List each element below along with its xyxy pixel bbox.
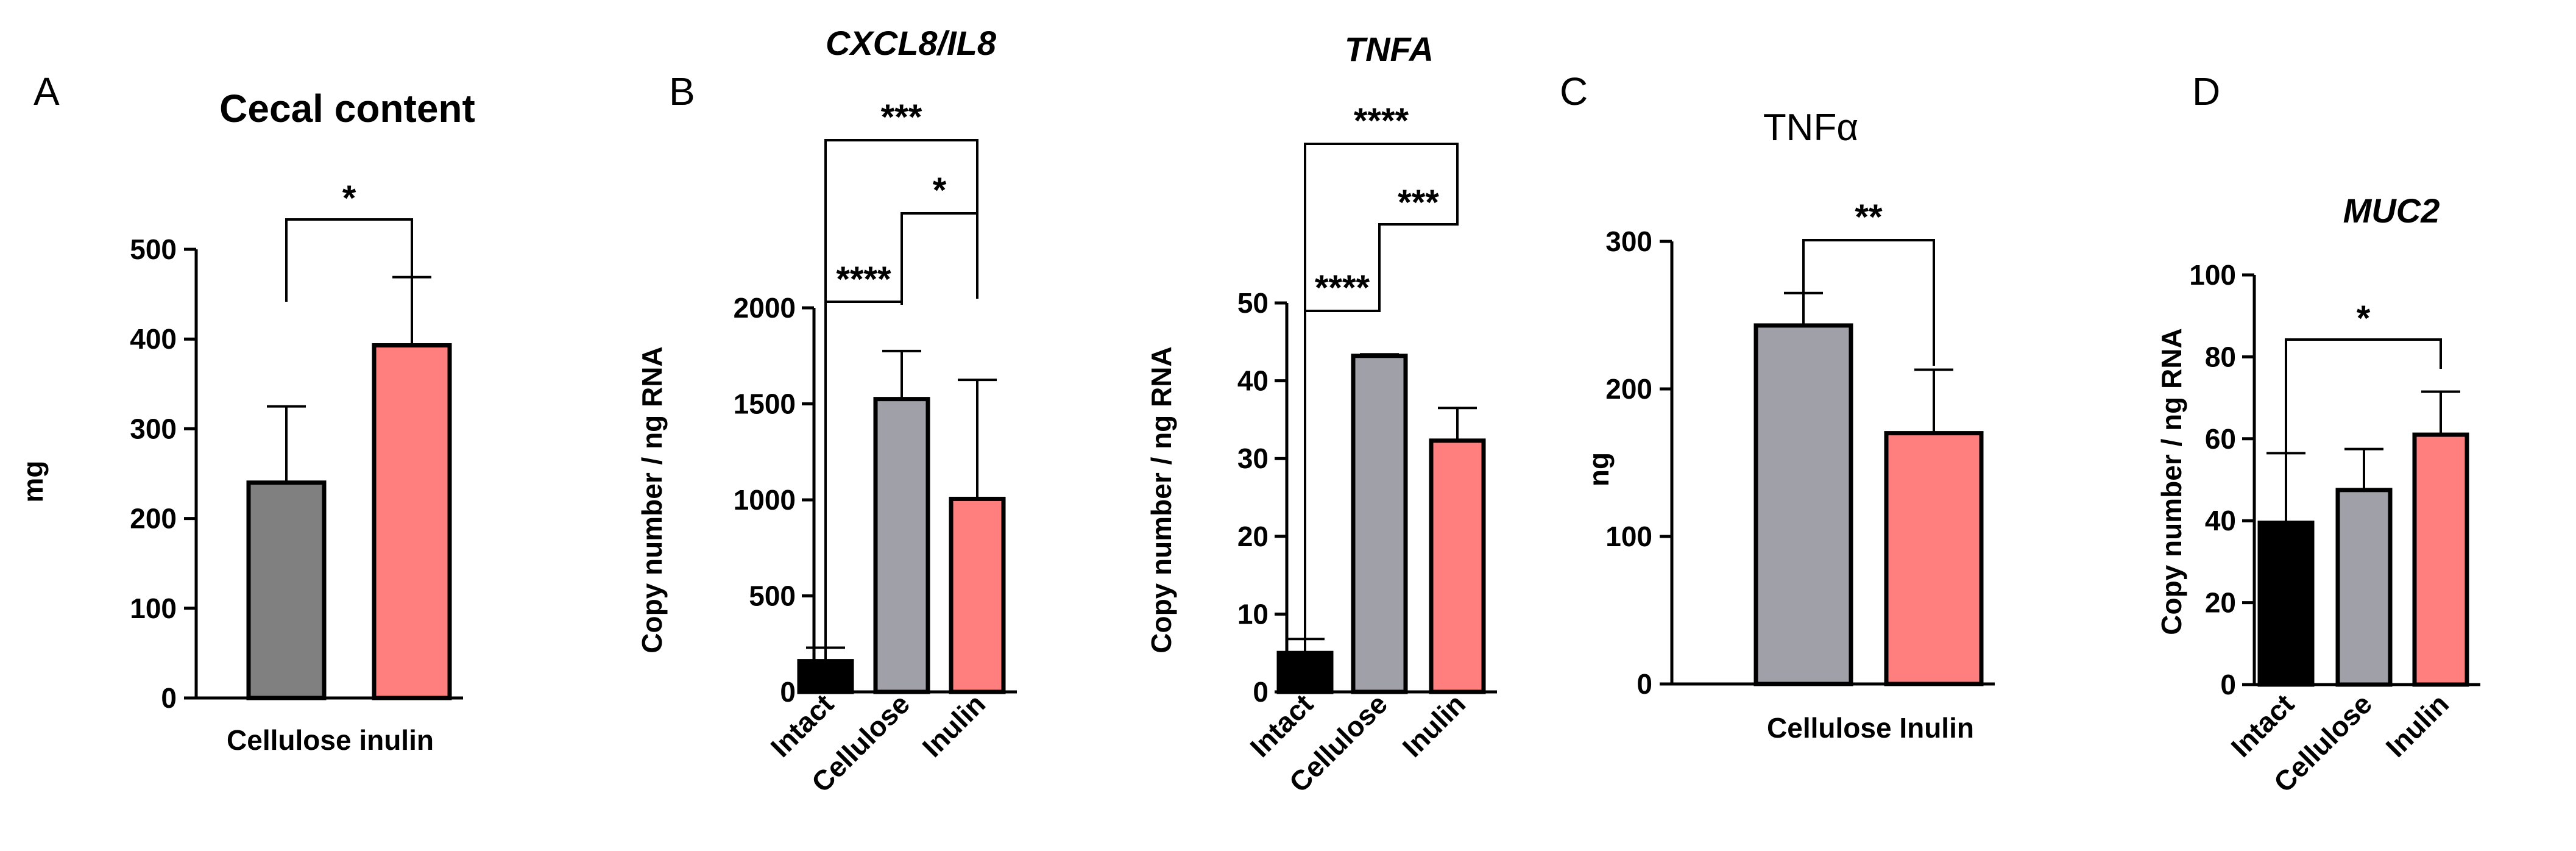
chart-title: TNFA: [1345, 30, 1434, 68]
significance-bracket: [901, 212, 978, 305]
significance-bracket: [2285, 338, 2442, 625]
bar: [246, 480, 327, 700]
panel-letter: D: [2192, 69, 2220, 113]
y-tick-label: 0: [780, 676, 796, 708]
x-category-label: Inulin: [2380, 688, 2455, 763]
bar: [1429, 438, 1486, 694]
y-tick-label: 40: [1237, 365, 1269, 397]
panel-letter: B: [669, 69, 695, 113]
y-tick-label: 80: [2205, 341, 2236, 372]
y-tick-label: 1000: [734, 484, 796, 516]
y-axis-label: ng: [1583, 452, 1615, 486]
significance-bracket: [1378, 171, 1459, 311]
significance-bracket: [1304, 308, 1381, 668]
significance-stars: ****: [836, 260, 891, 299]
panel-letter: A: [34, 69, 60, 113]
significance-stars: ***: [881, 98, 922, 137]
bar: [797, 659, 854, 694]
bar: [1351, 354, 1408, 694]
bar: [1753, 323, 1853, 686]
panel-a-cecal-content: A Cecal content 0 100 200 300 400 500 mg Cellulos…: [17, 69, 475, 756]
bar: [372, 343, 452, 700]
y-axis-label: Copy number / ng RNA: [1145, 346, 1177, 653]
y-tick-label: 0: [161, 682, 177, 714]
y-tick-label: 40: [2205, 505, 2236, 536]
bar: [873, 397, 930, 694]
y-tick-label: 500: [130, 233, 177, 265]
bar: [949, 496, 1006, 694]
panel-b-cxcl8: B CXCL8/IL8 0 500 1000 1500 2000 Copy number / …: [636, 24, 1017, 799]
y-axis-label: mg: [17, 461, 49, 503]
panel-d-muc2: D MUC2 0 20 40 60 80 100 Copy number / ng RNA Int…: [2156, 69, 2480, 799]
chart-title: TNFα: [1763, 107, 1858, 149]
y-tick-label: 20: [1237, 521, 1269, 552]
y-tick-label: 200: [1605, 373, 1652, 405]
y-tick-label: 10: [1237, 598, 1269, 630]
y-tick-label: 100: [2189, 259, 2236, 291]
significance-bracket: [285, 218, 413, 302]
significance-stars: *: [933, 171, 947, 210]
x-category-label: Cellulose inulin: [227, 724, 434, 756]
significance-stars: ****: [1354, 101, 1409, 141]
y-tick-label: 2000: [734, 292, 796, 324]
panel-c-tnf-alpha: C TNFα 0 100 200 300 ng Cellulose Inulin **: [1560, 69, 1995, 744]
y-tick-label: 30: [1237, 443, 1269, 474]
x-category-label: Cellulose Inulin: [1767, 712, 1974, 744]
y-tick-label: 500: [749, 580, 796, 612]
significance-stars: ****: [1315, 268, 1370, 308]
y-tick-label: 300: [1605, 226, 1652, 257]
significance-stars: ***: [1398, 183, 1439, 223]
bar: [2335, 488, 2393, 687]
bar: [1884, 431, 1984, 686]
chart-title: CXCL8/IL8: [826, 24, 997, 62]
y-tick-label: 400: [130, 323, 177, 355]
significance-bracket: [824, 301, 903, 666]
y-tick-label: 200: [130, 503, 177, 535]
chart-title: Cecal content: [219, 87, 475, 130]
y-tick-label: 0: [1253, 676, 1269, 708]
y-axis-label: Copy number / ng RNA: [636, 346, 668, 653]
y-tick-label: 100: [1605, 521, 1652, 552]
y-tick-label: 1500: [734, 388, 796, 420]
y-tick-label: 20: [2205, 587, 2236, 619]
chart-title: MUC2: [2343, 191, 2440, 230]
significance-bracket: [1802, 239, 1935, 366]
x-category-label: Intact: [2225, 688, 2301, 763]
y-tick-label: 0: [1637, 668, 1652, 700]
panel-letter: C: [1560, 69, 1588, 113]
significance-stars: *: [2357, 299, 2371, 338]
significance-stars: *: [342, 179, 356, 218]
y-tick-label: 100: [130, 593, 177, 624]
y-tick-label: 300: [130, 413, 177, 444]
y-tick-label: 60: [2205, 423, 2236, 455]
bar: [2412, 432, 2469, 687]
y-tick-label: 50: [1237, 287, 1269, 319]
x-category-label: Intact: [765, 688, 840, 763]
x-category-label: Inulin: [916, 688, 991, 763]
y-tick-label: 0: [2220, 669, 2236, 700]
x-category-label: Inulin: [1396, 688, 1471, 763]
significance-stars: **: [1855, 198, 1883, 237]
y-axis-label: Copy number / ng RNA: [2156, 328, 2187, 635]
